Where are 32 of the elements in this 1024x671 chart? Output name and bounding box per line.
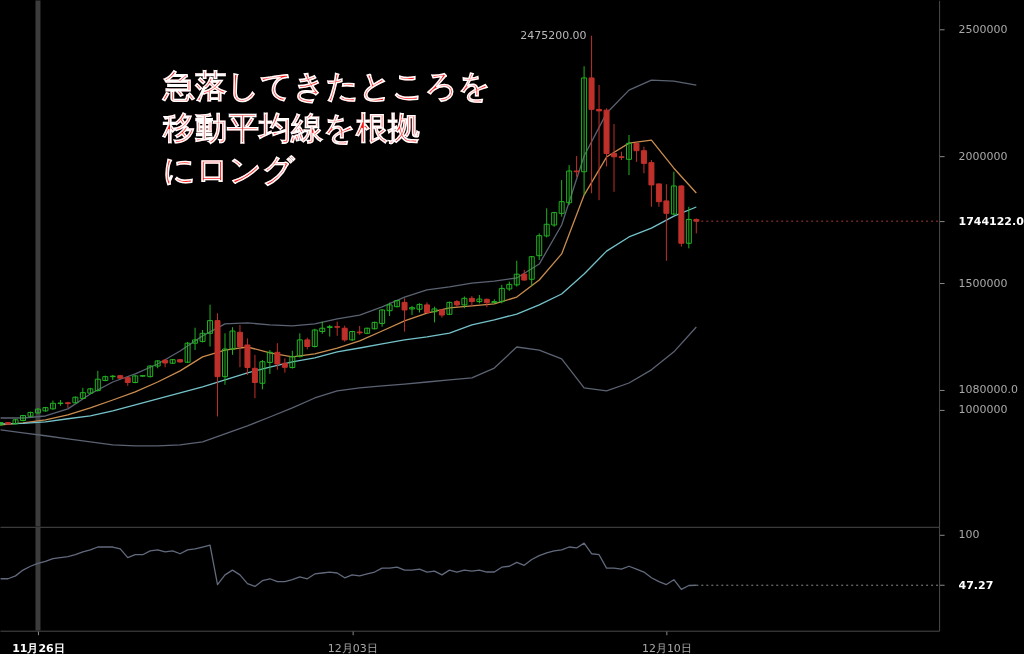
candlestick [64,401,71,409]
candlestick [296,332,303,358]
y-tick-label: 1744122.0 [958,214,1024,228]
candlestick [625,134,632,176]
candlestick [536,232,543,261]
y-tick-label: 1500000 [958,276,1008,290]
y-tick-label: 2000000 [958,149,1008,163]
candlestick [513,260,520,288]
candlestick [581,65,588,196]
y-tick-label: 100 [958,528,980,541]
y-tick-label: 1080000.0 [958,383,1018,397]
candlestick [251,354,258,399]
y-tick-label: 1000000 [958,403,1008,417]
x-tick-label: 11月26日 [12,642,65,656]
y-tick-label: 47.27 [958,578,994,592]
line-series [0,542,697,590]
x-tick-label: 12月03日 [327,642,378,656]
line-series [0,326,697,447]
candlestick [468,295,475,308]
x-tick-label: 12月10日 [641,642,692,656]
annotation: にロング [162,151,296,190]
line-series [0,206,697,425]
candlestick [685,206,692,249]
candlestick [401,297,408,333]
annotation: 移動平均線を根拠 [161,109,420,148]
candlestick [162,358,169,368]
y-tick-label: 2500000 [958,22,1008,36]
annotation: 急落してきたところを [160,67,491,106]
candlestick [528,255,535,287]
candlestick [670,171,677,216]
annotation: 2475200.00 [520,28,587,42]
candlestick [573,155,580,178]
